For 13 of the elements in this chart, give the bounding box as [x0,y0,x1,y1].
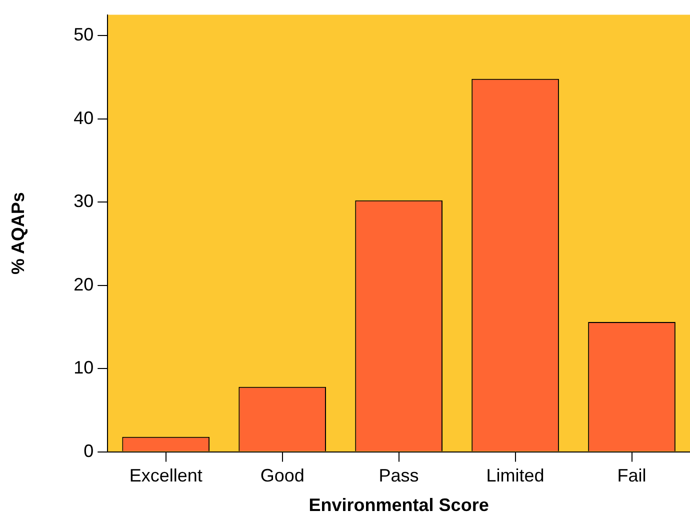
y-tick-label: 50 [74,24,94,45]
y-axis-title: % AQAPs [8,192,28,274]
y-tick-label: 0 [84,440,94,461]
y-tick-label: 20 [74,274,94,294]
x-tick-label: Excellent [129,466,202,486]
y-tick-label: 40 [74,108,94,128]
x-axis-title: Environmental Score [308,495,489,516]
y-tick-label: 10 [74,358,94,378]
y-tick-label: 30 [74,191,94,212]
x-tick-label: Limited [486,466,544,486]
x-tick-label: Pass [378,466,419,486]
x-tick-label: Fail [617,466,646,486]
x-tick-label: Good [260,466,304,486]
